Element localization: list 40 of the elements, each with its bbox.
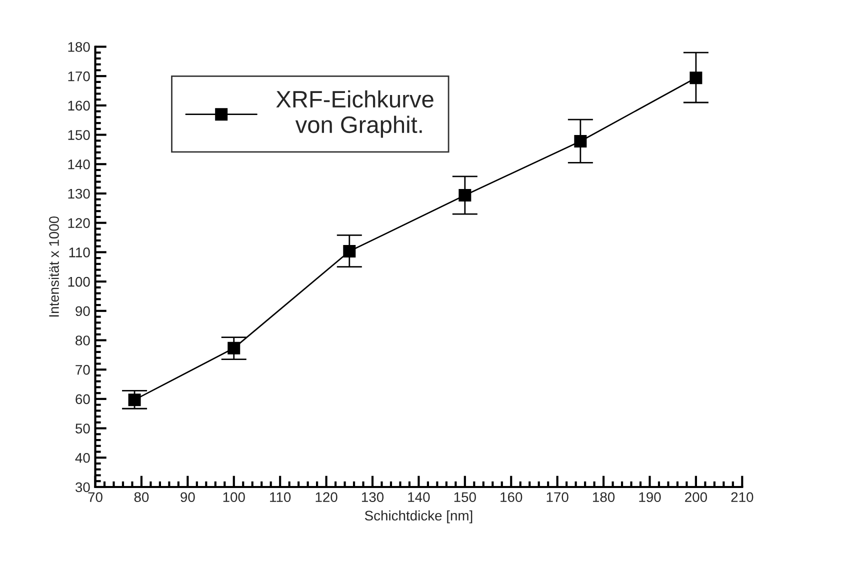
point [228,342,240,354]
x-tick-label: 110 [270,492,291,502]
x-tick-label: 160 [500,492,522,502]
point [458,189,472,202]
y-tick-label: 40 [75,452,90,463]
y-tick-label: 100 [68,276,90,287]
x-tick-label: 90 [180,492,195,502]
y-tick-label: 160 [68,100,90,111]
y-axis-title: Intensität x 1000 [48,216,59,317]
point [690,72,702,84]
y-tick-label: 90 [76,306,90,316]
point [343,245,356,258]
y-tick-label: 120 [68,218,90,228]
legend-label: XRF-Eichkurve von Graphit. [276,90,434,138]
y-tick-label: 30 [75,482,90,492]
x-axis-title: Schichtdicke [nm] [364,510,472,524]
point [574,134,587,148]
y-tick-label: 110 [69,248,90,258]
x-tick-label: 170 [546,492,568,502]
y-tick-label: 150 [68,130,90,140]
x-tick-label: 210 [731,492,754,502]
x-tick-label: 200 [685,492,707,502]
x-tick-label: 180 [593,492,615,502]
y-tick-label: 140 [68,159,90,170]
y-tick-label: 50 [76,424,90,434]
x-tick-label: 130 [362,492,384,502]
y-tick-label: 80 [76,336,90,346]
x-tick-label: 190 [639,492,661,502]
y-tick-label: 70 [76,364,90,375]
y-tick-label: 170 [68,71,90,82]
x-tick-label: 100 [223,492,245,502]
y-tick-label: 180 [68,42,90,52]
x-tick-label: 140 [408,492,430,502]
x-tick-label: 150 [454,492,476,502]
y-tick-label: 60 [76,394,90,404]
y-tick-label: 130 [68,188,90,199]
x-tick-label: 70 [88,492,102,502]
point [128,394,141,406]
x-tick-label: 120 [316,492,338,502]
x-tick-label: 80 [134,492,149,502]
